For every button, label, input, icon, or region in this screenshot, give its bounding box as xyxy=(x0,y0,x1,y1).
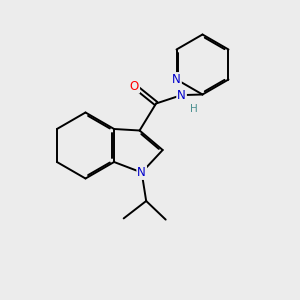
Text: N: N xyxy=(137,166,146,179)
Text: O: O xyxy=(130,80,139,93)
Text: N: N xyxy=(172,73,181,86)
Text: H: H xyxy=(190,103,198,114)
Text: N: N xyxy=(177,88,186,102)
